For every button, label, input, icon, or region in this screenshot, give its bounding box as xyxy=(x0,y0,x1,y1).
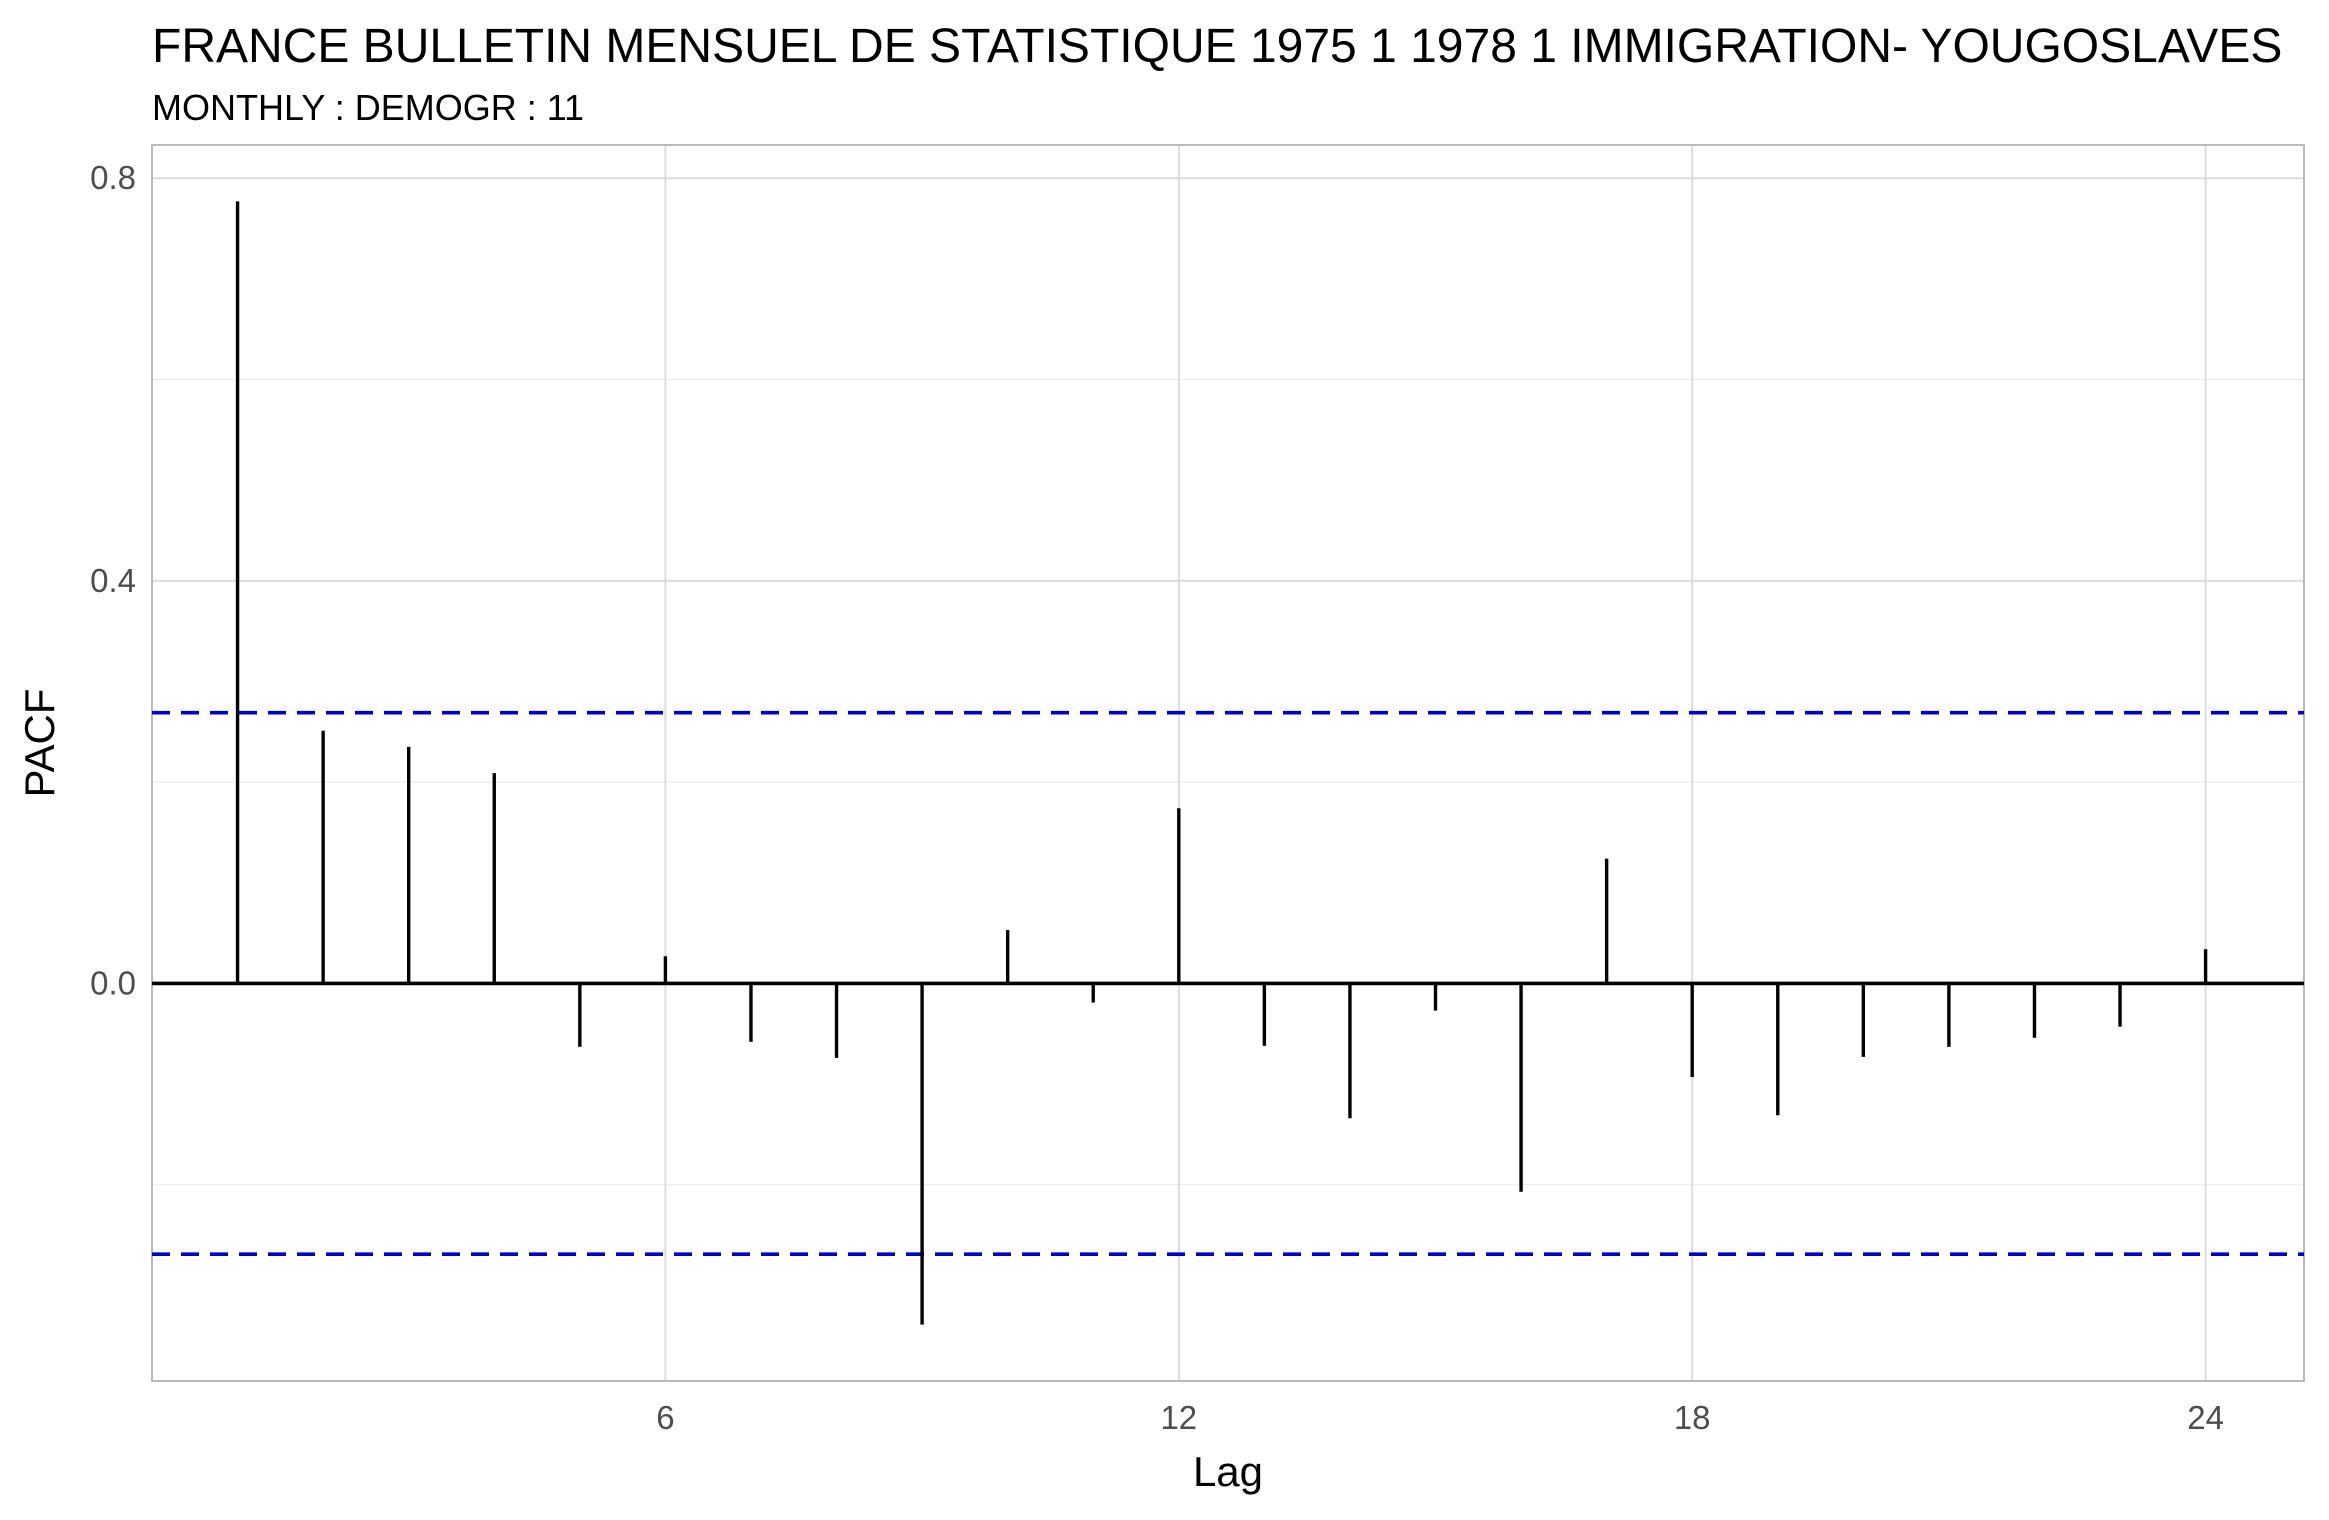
grid-layer xyxy=(151,144,2305,1382)
x-tick-label: 12 xyxy=(1160,1399,1197,1436)
chart-subtitle: MONTHLY : DEMOGR : 11 xyxy=(152,87,584,128)
y-axis-title: PACF xyxy=(16,689,63,798)
chart-title: FRANCE BULLETIN MENSUEL DE STATISTIQUE 1… xyxy=(152,20,2282,73)
tick-labels: 6 12 18 24 0.0 0.4 0.8 xyxy=(90,159,2224,1436)
y-tick-label: 0.8 xyxy=(90,159,136,196)
x-tick-label: 24 xyxy=(2187,1399,2224,1436)
y-tick-label: 0.4 xyxy=(90,562,136,599)
x-axis-title: Lag xyxy=(1193,1448,1263,1495)
confidence-bounds xyxy=(152,710,2304,1256)
pacf-bars xyxy=(152,201,2304,1325)
x-tick-label: 6 xyxy=(656,1399,674,1436)
y-tick-label: 0.0 xyxy=(90,964,136,1001)
x-tick-label: 18 xyxy=(1674,1399,1711,1436)
panel-border xyxy=(151,144,2305,1382)
